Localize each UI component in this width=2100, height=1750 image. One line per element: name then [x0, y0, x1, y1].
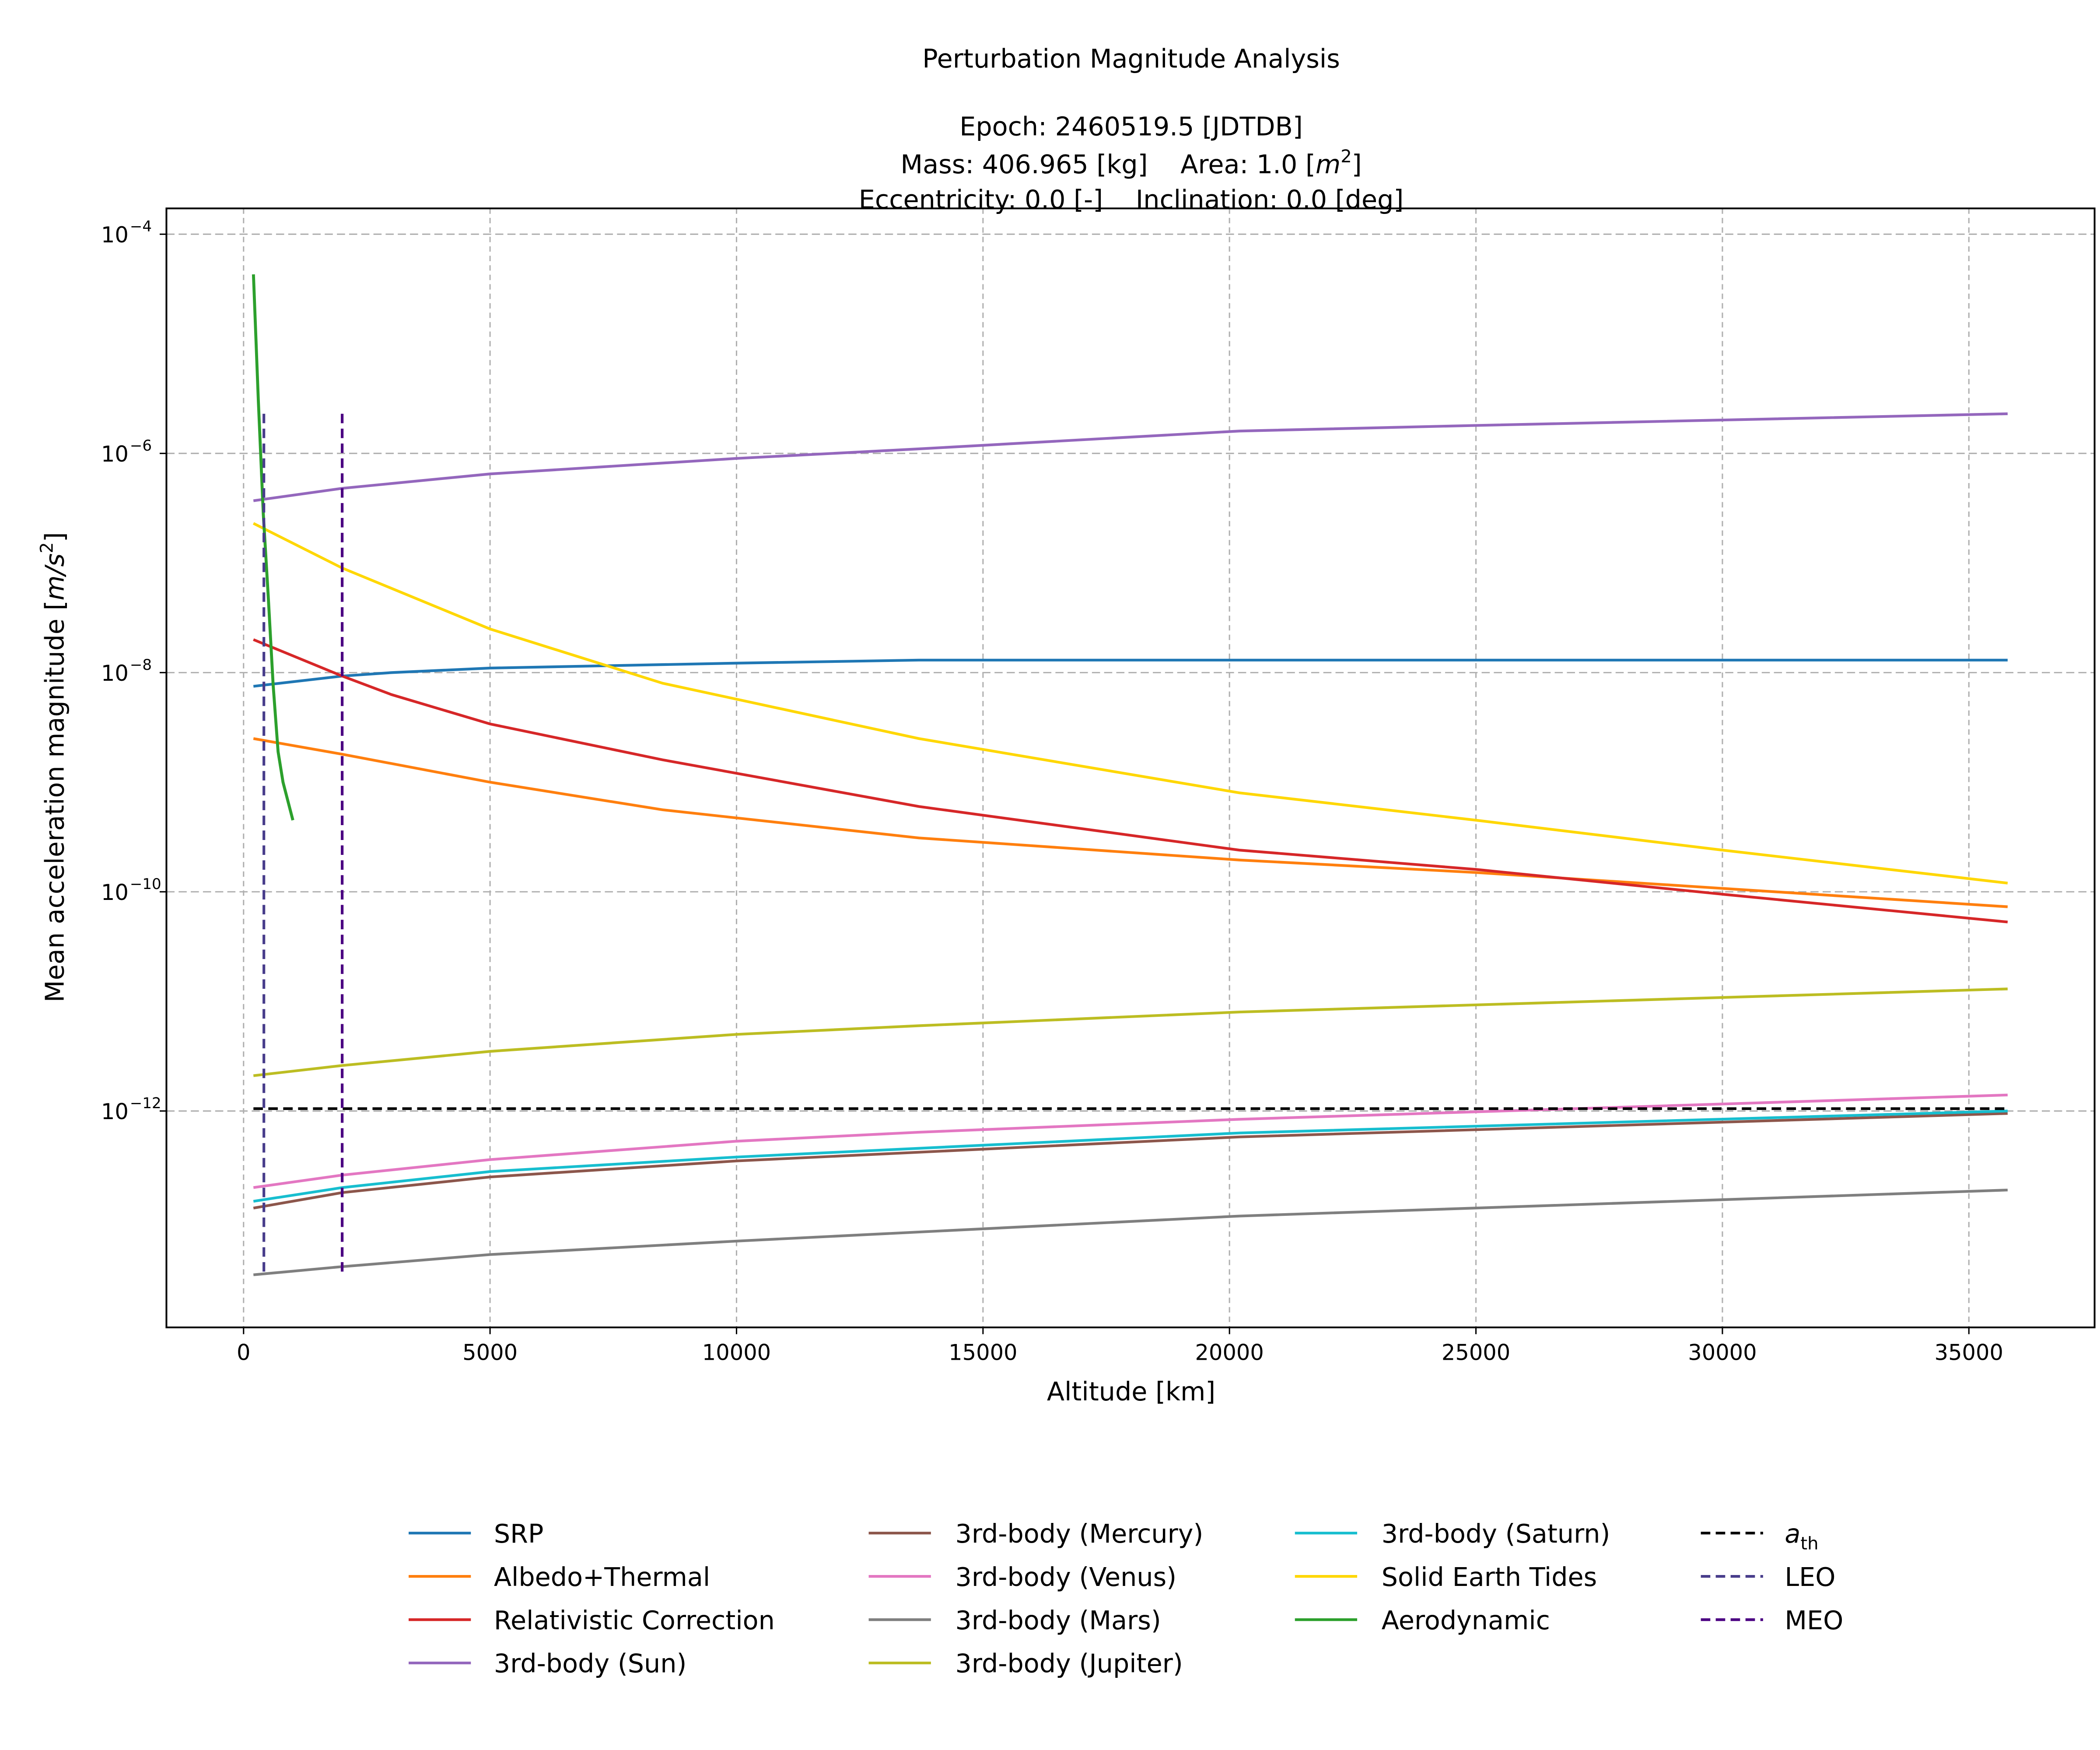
legend-label: ath — [1785, 1519, 1818, 1554]
subtitle-eccentricity: Eccentricity: 0.0 [-] — [859, 184, 1103, 214]
subtitle-area: Area: 1.0 [ — [1180, 149, 1316, 179]
legend-label: SRP — [494, 1519, 544, 1549]
legend-item: Aerodynamic — [1295, 1605, 1550, 1635]
series-line-3rd-body-mercury — [253, 1112, 2008, 1210]
legend-item: Relativistic Correction — [409, 1605, 775, 1635]
y-label-exp: 2 — [37, 542, 57, 553]
x-tick-label: 15000 — [948, 1340, 1017, 1365]
series-line-srp — [253, 658, 2008, 688]
legend-label: Aerodynamic — [1382, 1605, 1550, 1635]
series-line-3rd-body-mars — [253, 1188, 2008, 1276]
grid — [166, 208, 2095, 1328]
subtitle-area-suffix: ] — [1352, 149, 1362, 179]
y-label-text: Mean acceleration magnitude [ — [39, 600, 70, 1002]
legend: SRP Albedo+Thermal Relativistic Correction… — [409, 1519, 1843, 1679]
x-tick-label: 20000 — [1195, 1340, 1264, 1365]
spacer — [1103, 184, 1136, 214]
series-line-3rd-body-saturn — [253, 1110, 2008, 1203]
subtitle-epoch: Epoch: 2460519.5 [JDTDB] — [959, 111, 1303, 141]
y-tick-exponent: −8 — [130, 656, 152, 674]
x-tick-label: 0 — [237, 1340, 250, 1365]
legend-label-base: a — [1785, 1519, 1800, 1549]
subtitle-mass: Mass: 406.965 [kg] — [900, 149, 1148, 179]
y-tick-exponent: −6 — [130, 437, 152, 455]
y-tick-label: 10 — [101, 661, 129, 686]
subtitle-area-unit: m — [1316, 149, 1340, 179]
legend-item: 3rd-body (Sun) — [409, 1648, 686, 1679]
legend-item: Solid Earth Tides — [1295, 1562, 1597, 1592]
x-tick-label: 30000 — [1688, 1340, 1757, 1365]
y-axis-label: Mean acceleration magnitude [m/s2] — [37, 532, 70, 1002]
x-axis-label: Altitude [km] — [1047, 1376, 1215, 1407]
legend-item: Albedo+Thermal — [409, 1562, 710, 1592]
legend-item: 3rd-body (Mars) — [868, 1605, 1161, 1635]
y-tick-label: 10 — [101, 1099, 129, 1124]
plot-frame — [165, 207, 2096, 1329]
y-tick-base: 10 — [101, 661, 129, 686]
y-tick-label: 10 — [101, 880, 129, 905]
y-tick-exponent: −12 — [130, 1095, 161, 1112]
subtitle-area-exp: 2 — [1340, 147, 1352, 167]
y-tick-base: 10 — [101, 441, 129, 467]
x-tick-label: 25000 — [1442, 1340, 1510, 1365]
y-tick-exponent: −10 — [130, 875, 161, 893]
legend-item: MEO — [1701, 1605, 1843, 1635]
subtitle-ecc-inc: Eccentricity: 0.0 [-] Inclination: 0.0 [… — [859, 184, 1404, 214]
legend-label: MEO — [1785, 1605, 1843, 1635]
legend-item: 3rd-body (Mercury) — [868, 1519, 1204, 1549]
series-line-albedo-thermal — [253, 737, 2008, 908]
legend-item: 3rd-body (Saturn) — [1295, 1519, 1610, 1549]
legend-label: 3rd-body (Saturn) — [1382, 1519, 1610, 1549]
subtitle-inclination: Inclination: 0.0 [deg] — [1136, 184, 1404, 214]
series-line-relativistic-correction — [253, 638, 2008, 924]
chart-title: Perturbation Magnitude Analysis — [922, 44, 1340, 74]
series-line-aerodynamic — [252, 274, 294, 821]
legend-label: 3rd-body (Mercury) — [956, 1519, 1204, 1549]
y-tick-base: 10 — [101, 880, 129, 905]
legend-label: 3rd-body (Sun) — [494, 1648, 687, 1679]
y-tick-base: 10 — [101, 1099, 129, 1124]
legend-label: Relativistic Correction — [494, 1605, 775, 1635]
y-tick-label: 10 — [101, 222, 129, 248]
y-label-suffix: ] — [39, 532, 70, 542]
legend-label: Solid Earth Tides — [1382, 1562, 1597, 1592]
legend-item: 3rd-body (Jupiter) — [868, 1648, 1183, 1679]
legend-label: 3rd-body (Mars) — [956, 1605, 1161, 1635]
x-tick-label: 35000 — [1935, 1340, 2003, 1365]
subtitle-mass-area: Mass: 406.965 [kg] Area: 1.0 [m2] — [900, 147, 1362, 179]
spacer — [1148, 149, 1181, 179]
y-tick-label: 10 — [101, 441, 129, 467]
series-line-3rd-body-jupiter — [253, 987, 2008, 1077]
legend-label: LEO — [1785, 1562, 1835, 1592]
legend-item: LEO — [1701, 1562, 1835, 1592]
x-tick-label: 5000 — [462, 1340, 518, 1365]
y-tick-base: 10 — [101, 222, 129, 248]
legend-item: 3rd-body (Venus) — [868, 1562, 1177, 1592]
legend-label: Albedo+Thermal — [494, 1562, 710, 1592]
series-layer — [252, 274, 2008, 1276]
legend-label: 3rd-body (Venus) — [956, 1562, 1177, 1592]
y-tick-exponent: −4 — [130, 218, 152, 235]
legend-item: SRP — [409, 1519, 543, 1549]
legend-label: 3rd-body (Jupiter) — [956, 1648, 1183, 1679]
series-line-solid-earth-tides — [252, 522, 2008, 885]
legend-item: ath — [1701, 1519, 1819, 1554]
legend-label-sub: th — [1800, 1533, 1818, 1554]
series-line-3rd-body-sun — [253, 412, 2008, 502]
y-label-unit: m/s — [39, 553, 70, 601]
x-tick-label: 10000 — [702, 1340, 771, 1365]
